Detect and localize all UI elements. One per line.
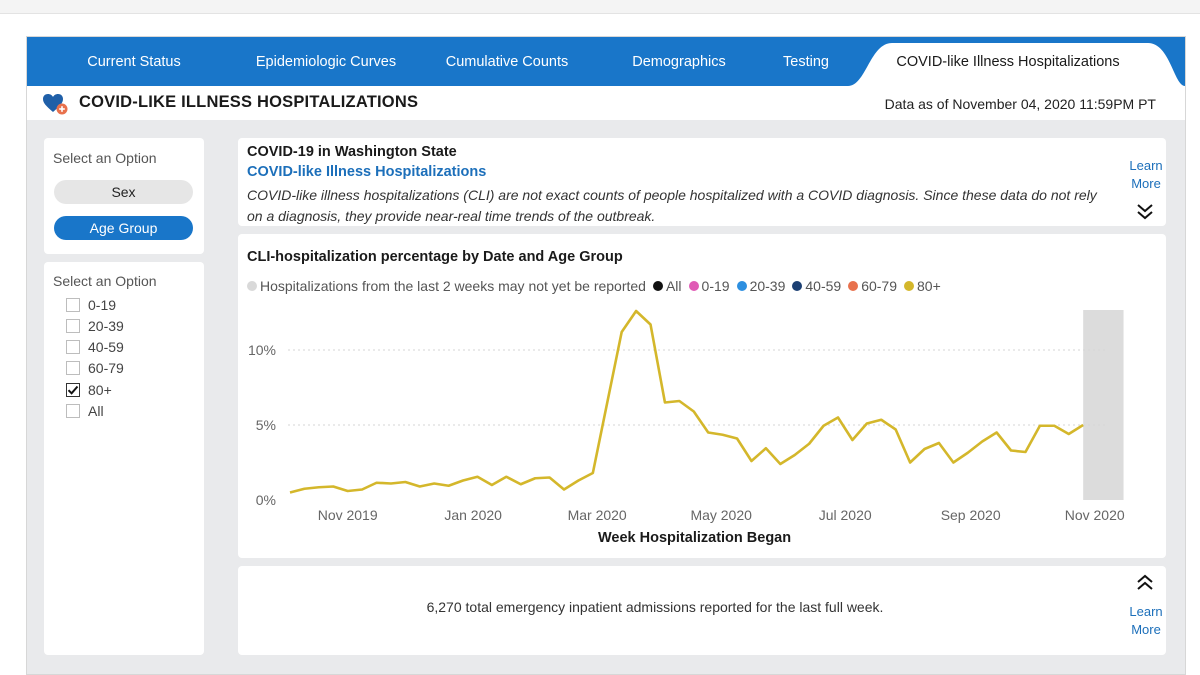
age-option-0-19[interactable]: 0-19 (66, 297, 116, 313)
chart-title: CLI-hospitalization percentage by Date a… (247, 249, 623, 265)
chevron-double-down-icon[interactable] (1135, 203, 1155, 221)
tab-current-status[interactable]: Current Status (87, 53, 181, 70)
y-tick-label: 10% (248, 342, 276, 358)
checkbox[interactable] (66, 340, 80, 354)
age-group-option-button[interactable]: Age Group (54, 216, 193, 240)
tab-cumulative-counts[interactable]: Cumulative Counts (445, 53, 569, 70)
x-tick-label: Jul 2020 (819, 507, 872, 523)
tab-demographics[interactable]: Demographics (632, 53, 726, 70)
age-filter-label: Select an Option (53, 273, 157, 289)
tab-bar (27, 37, 1185, 86)
learn-more-link-bottom[interactable]: Learn More (1124, 603, 1168, 639)
age-option-80-plus[interactable]: 80+ (66, 382, 112, 398)
age-option-label: 40-59 (88, 339, 124, 355)
legend-item-all[interactable]: All (652, 278, 682, 294)
x-tick-label: Nov 2019 (318, 507, 378, 523)
checkbox[interactable] (66, 298, 80, 312)
sex-option-button[interactable]: Sex (54, 180, 193, 204)
series-line-80-plus (289, 309, 1084, 494)
legend-item-20-39[interactable]: 20-39 (736, 278, 786, 294)
legend-label: 0-19 (701, 278, 730, 294)
active-tab-background (848, 43, 1185, 86)
chart-legend: Hospitalizations from the last 2 weeks m… (247, 278, 948, 294)
summary-card (238, 566, 1166, 655)
age-option-20-39[interactable]: 20-39 (66, 318, 124, 334)
page-title: COVID-LIKE ILLNESS HOSPITALIZATIONS (79, 93, 419, 111)
tab-covid-like-illness-hospitalizations[interactable]: COVID-like Illness Hospitalizations (896, 53, 1120, 70)
legend-item-40-59[interactable]: 40-59 (792, 278, 841, 294)
legend-label: 60-79 (861, 278, 897, 294)
age-option-60-79[interactable]: 60-79 (66, 360, 124, 376)
chart-card (238, 234, 1166, 558)
x-tick-label: Nov 2020 (1065, 507, 1125, 523)
weekly-admissions-summary: 6,270 total emergency inpatient admissio… (426, 599, 884, 615)
x-tick-label: May 2020 (690, 507, 752, 523)
checkbox-checked[interactable] (66, 383, 80, 397)
page-header (27, 86, 1185, 120)
learn-more-line2: More (1131, 622, 1161, 637)
info-description: COVID-like illness hospitalizations (CLI… (247, 187, 1097, 224)
heart-plus-icon (43, 94, 68, 115)
learn-more-line2: More (1131, 176, 1161, 191)
legend-label: 20-39 (749, 278, 786, 294)
age-option-label: 80+ (88, 382, 112, 398)
learn-more-line1: Learn (1129, 158, 1163, 173)
age-option-label: 0-19 (88, 297, 117, 313)
tab-epidemiologic-curves[interactable]: Epidemiologic Curves (255, 53, 397, 70)
cli-hospitalizations-link[interactable]: COVID-like Illness Hospitalizations (247, 164, 487, 180)
checkmark-icon (67, 385, 79, 395)
y-tick-label: 0% (256, 492, 276, 508)
checkbox[interactable] (66, 361, 80, 375)
x-tick-label: Jan 2020 (444, 507, 502, 523)
age-option-40-59[interactable]: 40-59 (66, 339, 124, 355)
data-as-of-timestamp: Data as of November 04, 2020 11:59PM PT (884, 96, 1156, 112)
age-option-all[interactable]: All (66, 403, 104, 419)
legend-label: 40-59 (805, 278, 842, 294)
info-card (238, 138, 1166, 226)
legend-item-80-plus[interactable]: 80+ (904, 278, 941, 294)
learn-more-link-top[interactable]: Learn More (1124, 157, 1168, 193)
info-title: COVID-19 in Washington State (247, 144, 457, 160)
age-option-label: 20-39 (88, 318, 124, 334)
checkbox[interactable] (66, 319, 80, 333)
browser-toolbar-strip (0, 0, 1200, 14)
legend-label: 80+ (917, 278, 941, 294)
group-filter-label: Select an Option (53, 150, 157, 166)
x-tick-label: Mar 2020 (568, 507, 627, 523)
legend-label: All (665, 278, 682, 294)
tab-testing[interactable]: Testing (783, 53, 829, 70)
checkbox[interactable] (66, 404, 80, 418)
legend-note: Hospitalizations from the last 2 weeks m… (247, 278, 646, 294)
cli-line-chart: 0% 5% 10% Nov 2019 Jan 2020 Mar 2020 May 2020 J… (248, 309, 1125, 523)
age-option-label: 60-79 (88, 360, 124, 376)
x-axis-title: Week Hospitalization Began (598, 530, 792, 546)
legend-item-0-19[interactable]: 0-19 (688, 278, 730, 294)
learn-more-line1: Learn (1129, 604, 1163, 619)
chevron-double-up-icon[interactable] (1135, 573, 1155, 591)
x-tick-label: Sep 2020 (941, 507, 1001, 523)
recent-weeks-shade (1083, 310, 1124, 500)
y-tick-label: 5% (256, 417, 276, 433)
age-option-label: All (88, 403, 104, 419)
legend-item-60-79[interactable]: 60-79 (848, 278, 897, 294)
legend-note-text: Hospitalizations from the last 2 weeks m… (260, 278, 646, 294)
